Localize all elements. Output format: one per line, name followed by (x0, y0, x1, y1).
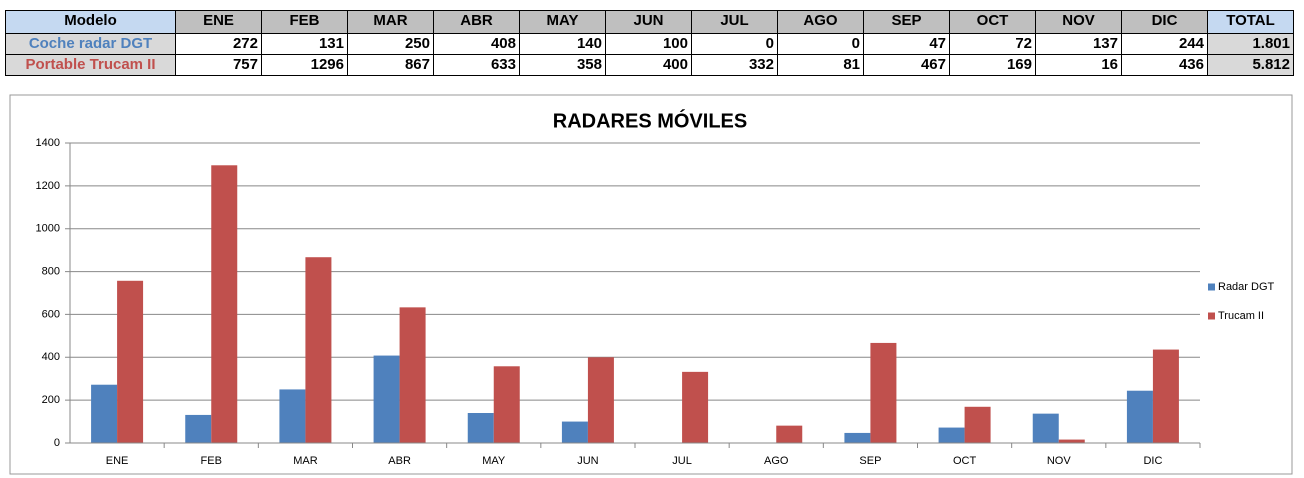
y-tick-label: 600 (42, 308, 60, 320)
bar (870, 342, 897, 443)
y-tick-label: 1400 (36, 137, 60, 149)
table-cell: 1.801 (1207, 33, 1294, 55)
table-cell: 757 (175, 54, 262, 76)
x-tick-label: SEP (859, 455, 881, 467)
bar (1126, 390, 1153, 443)
bar (1152, 349, 1179, 443)
y-tick-label: 0 (54, 437, 60, 449)
table-cell: 358 (519, 54, 606, 76)
table-cell: 332 (691, 54, 778, 76)
table-cell: 272 (175, 33, 262, 55)
x-tick-label: NOV (1047, 455, 1072, 467)
y-tick-label: 1000 (36, 223, 60, 235)
legend-label: Trucam II (1218, 310, 1264, 322)
table-cell: 867 (347, 54, 434, 76)
table-cell: 1296 (261, 54, 348, 76)
table-cell: 137 (1035, 33, 1122, 55)
bar (1058, 439, 1085, 443)
bar (91, 384, 118, 443)
bar (211, 165, 238, 444)
bar (305, 257, 332, 443)
bar (844, 432, 871, 443)
table-cell: 408 (433, 33, 520, 55)
table-cell: 633 (433, 54, 520, 76)
legend-swatch (1208, 312, 1215, 320)
bar (117, 280, 144, 443)
bar (467, 413, 494, 443)
table-cell: TOTAL (1207, 10, 1294, 34)
x-tick-label: JUL (672, 455, 692, 467)
table-cell: 244 (1121, 33, 1208, 55)
x-tick-label: DIC (1143, 455, 1162, 467)
chart-title: RADARES MÓVILES (553, 108, 747, 132)
x-tick-label: FEB (201, 455, 222, 467)
x-tick-label: AGO (764, 455, 789, 467)
table-cell: JUN (605, 10, 692, 34)
bar (185, 414, 212, 443)
table-cell: 16 (1035, 54, 1122, 76)
bar (682, 371, 709, 443)
table-cell: ABR (433, 10, 520, 34)
table-cell: NOV (1035, 10, 1122, 34)
x-tick-label: OCT (953, 455, 977, 467)
y-tick-label: 1200 (36, 180, 60, 192)
table-cell: 5.812 (1207, 54, 1294, 76)
bar (938, 427, 965, 443)
table-cell: DIC (1121, 10, 1208, 34)
bar (1032, 413, 1059, 443)
table-cell: AGO (777, 10, 864, 34)
x-tick-label: MAY (482, 455, 506, 467)
legend-swatch (1208, 283, 1215, 291)
table-cell: Portable Trucam II (5, 54, 176, 76)
bar (561, 421, 588, 443)
bar (399, 307, 426, 443)
x-tick-label: ENE (106, 455, 129, 467)
table-cell: 400 (605, 54, 692, 76)
table-cell: 169 (949, 54, 1036, 76)
bar (587, 357, 614, 443)
y-tick-label: 400 (42, 351, 60, 363)
x-tick-label: JUN (577, 455, 598, 467)
x-tick-label: ABR (388, 455, 411, 467)
bar (373, 355, 400, 443)
bar (279, 389, 306, 443)
table-cell: 72 (949, 33, 1036, 55)
bar (493, 366, 520, 443)
legend-label: Radar DGT (1218, 281, 1275, 293)
table-cell: FEB (261, 10, 348, 34)
x-tick-label: MAR (293, 455, 318, 467)
y-tick-label: 200 (42, 394, 60, 406)
bar (776, 425, 803, 443)
table-cell: SEP (863, 10, 950, 34)
y-tick-label: 800 (42, 265, 60, 277)
table-cell: Modelo (5, 10, 176, 34)
bar (964, 406, 991, 443)
table-cell: MAY (519, 10, 606, 34)
